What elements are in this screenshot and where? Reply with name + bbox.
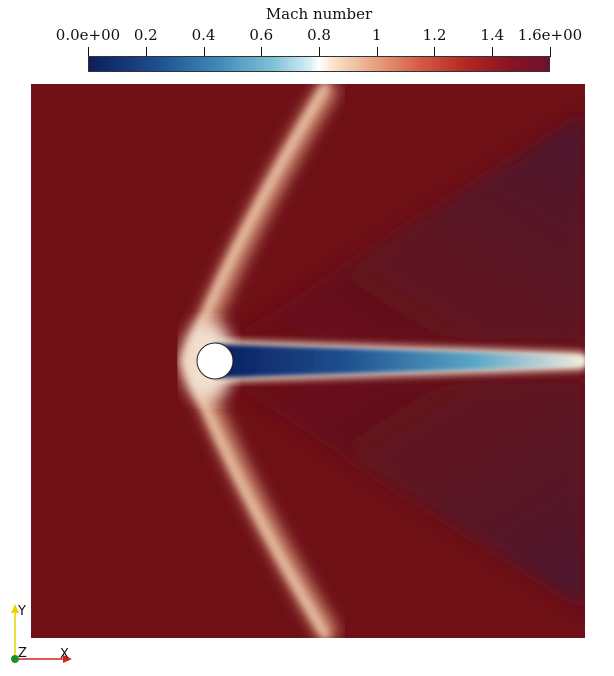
- colorbar-tick-label: 0.4: [191, 26, 216, 44]
- colorbar-tick-mark: [377, 47, 378, 57]
- y-axis-label: Y: [17, 604, 26, 619]
- y-axis-arrow: [11, 604, 19, 613]
- colorbar-gradient: [88, 56, 550, 72]
- colorbar-tick-label: 1.2: [422, 26, 447, 44]
- expansion-fan-lower: [221, 378, 585, 608]
- colorbar-tick-mark: [261, 47, 262, 57]
- colorbar-tick-mark: [204, 47, 205, 57]
- colorbar-tick-mark: [492, 47, 493, 57]
- z-axis-dot: [11, 655, 19, 663]
- colorbar-title: Mach number: [265, 5, 373, 23]
- colorbar-tick-mark: [550, 47, 551, 57]
- x-axis-arrow: [63, 655, 72, 663]
- colorbar-tick-mark: [434, 47, 435, 57]
- colorbar-tick-label: 1.4: [480, 26, 505, 44]
- colorbar-tick-label: 0.6: [249, 26, 274, 44]
- z-axis-label: Z: [18, 646, 27, 661]
- colorbar-tick-label: 0.0e+00: [55, 26, 121, 44]
- cylinder: [196, 342, 234, 380]
- colorbar-tick-label: 1.6e+00: [517, 26, 583, 44]
- x-axis-label: X: [60, 647, 69, 662]
- mach-field-plot: [31, 84, 585, 638]
- colorbar-tick-label: 0.8: [307, 26, 331, 44]
- expansion-fan-upper: [221, 114, 585, 344]
- orientation-axes: Y Z X: [11, 604, 72, 663]
- colorbar-tick-mark: [88, 47, 89, 57]
- colorbar-tick-label: 0.2: [133, 26, 158, 44]
- wake-core: [215, 344, 585, 378]
- colorbar-tick-mark: [146, 47, 147, 57]
- colorbar-tick-label: 1: [371, 26, 382, 44]
- colorbar-tick-mark: [319, 47, 320, 57]
